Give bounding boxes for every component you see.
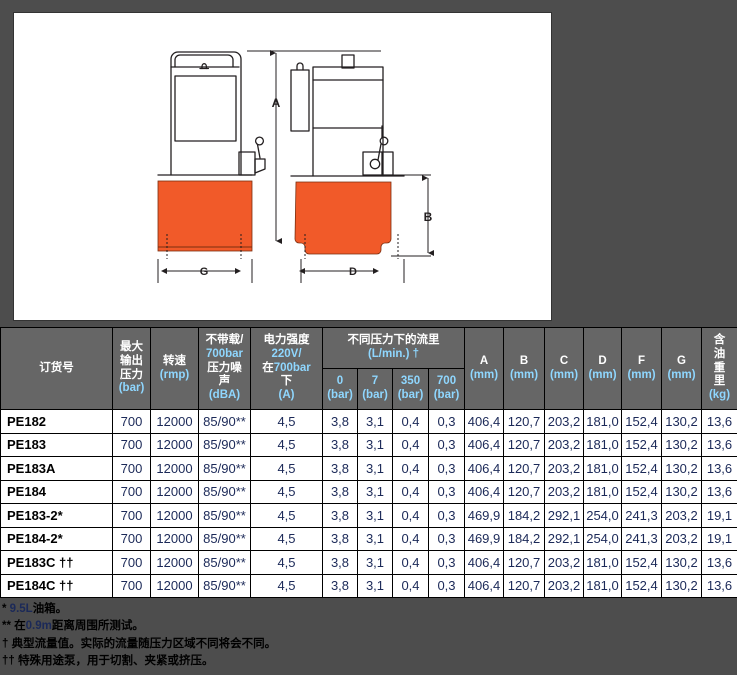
svg-text:B: B xyxy=(424,210,433,224)
svg-text:D: D xyxy=(349,266,357,278)
svg-text:A: A xyxy=(272,96,281,110)
svg-text:G: G xyxy=(200,266,209,278)
